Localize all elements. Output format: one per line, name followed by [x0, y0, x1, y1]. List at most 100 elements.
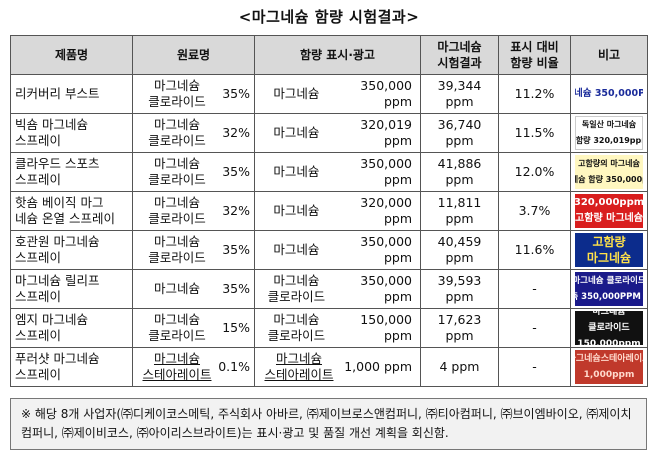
labeled-cell: 마그네슘 클로라이드 350,000 ppm	[254, 269, 421, 309]
product-name: 빅숌 마그네슘 스프레이	[10, 113, 133, 153]
note-cell: 마그네슘 350,000PPM	[570, 74, 648, 114]
test-result: 41,886 ppm	[420, 152, 499, 192]
labeled-ppm: 350,000 ppm	[360, 78, 412, 109]
ingredient-cell: 마그네슘 스테아레이트 0.1%	[132, 347, 255, 387]
ingredient-percent: 35%	[222, 164, 250, 179]
ingredient-cell: 마그네슘 클로라이드 35%	[132, 230, 255, 270]
labeled-name: 마그네슘	[273, 86, 320, 101]
ingredient-name: 마그네슘 클로라이드	[148, 117, 206, 148]
ingredient-percent: 15%	[222, 320, 250, 335]
results-table: 제품명 원료명 함량 표시·광고 마그네슘 시험결과 표시 대비 함량 비율 비고 …	[10, 35, 648, 387]
content-ratio: 11.5%	[498, 113, 571, 153]
test-result: 39,344 ppm	[420, 74, 499, 114]
product-name: 호관원 마그네슘 스프레이	[10, 230, 133, 270]
ad-text: 고함량	[592, 235, 626, 249]
product-ad-image: 320,000ppm 고함량 마그네슘	[575, 194, 643, 228]
ingredient-cell: 마그네슘 클로라이드 32%	[132, 191, 255, 231]
product-name: 리커버리 부스트	[10, 74, 133, 114]
content-ratio: -	[498, 308, 571, 348]
ad-text: 독일산 마그네슘	[581, 120, 637, 129]
header-product: 제품명	[10, 35, 133, 75]
ingredient-name: 마그네슘 클로라이드	[148, 234, 206, 265]
labeled-name: 마그네슘	[273, 164, 320, 179]
labeled-ppm: 150,000 ppm	[360, 312, 412, 343]
labeled-name: 마그네슘	[273, 203, 320, 218]
ad-text: 1,000ppm	[583, 370, 635, 380]
table-row: 빅숌 마그네슘 스프레이 마그네슘 클로라이드 32% 마그네슘 320,019 ppm 36…	[10, 113, 648, 153]
ad-text: 마그네슘	[592, 311, 626, 317]
ingredient-name: 마그네슘	[153, 281, 200, 296]
content-ratio: 12.0%	[498, 152, 571, 192]
ingredient-percent: 35%	[222, 242, 250, 257]
labeled-cell: 마그네슘 스테아레이트 1,000 ppm	[254, 347, 421, 387]
ingredient-name: 마그네슘 클로라이드	[148, 78, 206, 109]
header-ratio: 표시 대비 함량 비율	[498, 35, 571, 75]
labeled-ppm: 1,000 ppm	[344, 359, 412, 374]
table-row: 리커버리 부스트 마그네슘 클로라이드 35% 마그네슘 350,000 ppm 39,34…	[10, 74, 648, 114]
ingredient-cell: 마그네슘 35%	[132, 269, 255, 309]
table-row: 호관원 마그네슘 스프레이 마그네슘 클로라이드 35% 마그네슘 350,000 ppm 4…	[10, 230, 648, 270]
test-result: 11,811 ppm	[420, 191, 499, 231]
table-row: 핫숌 베이직 마그 네슘 온열 스프레이 마그네슘 클로라이드 32% 마그네슘 320,0…	[10, 191, 648, 231]
product-name: 푸러샷 마그네슘 스프레이	[10, 347, 133, 387]
test-result: 4 ppm	[420, 347, 499, 387]
ingredient-name: 마그네슘 클로라이드	[148, 312, 206, 343]
header-note: 비고	[570, 35, 648, 75]
ad-text: 고농축 350,000PPM 함유!	[575, 292, 643, 302]
labeled-ppm: 320,000 ppm	[360, 195, 412, 226]
labeled-cell: 마그네슘 클로라이드 150,000 ppm	[254, 308, 421, 348]
ad-text: 마그네슘 함량 350,000ppm	[575, 175, 643, 184]
ingredient-name: 마그네슘 클로라이드	[148, 195, 206, 226]
labeled-name: 마그네슘 클로라이드	[267, 273, 326, 304]
note-cell: 마그네슘 클로라이드고농축 350,000PPM 함유!	[570, 269, 648, 309]
product-name: 클라우드 스포츠 스프레이	[10, 152, 133, 192]
ad-text: 마그네슘 350,000PPM	[575, 88, 643, 99]
content-ratio: 11.2%	[498, 74, 571, 114]
product-ad-image: 마그네슘 클로라이드고농축 350,000PPM 함유!	[575, 272, 643, 306]
product-ad-image: 고함량 마그네슘	[575, 233, 643, 267]
ingredient-percent: 0.1%	[218, 359, 250, 374]
note-cell: 마그네슘 클로라이드 150,000ppm	[570, 308, 648, 348]
test-result: 36,740 ppm	[420, 113, 499, 153]
content-ratio: -	[498, 269, 571, 309]
table-row: 클라우드 스포츠 스프레이 마그네슘 클로라이드 35% 마그네슘 350,000 ppm 4…	[10, 152, 648, 192]
ingredient-name: 마그네슘 클로라이드	[148, 156, 206, 187]
product-ad-image: 마그네슘 350,000PPM	[575, 77, 643, 111]
note-cell: 320,000ppm 고함량 마그네슘	[570, 191, 648, 231]
ingredient-percent: 32%	[222, 125, 250, 140]
content-ratio: 3.7%	[498, 191, 571, 231]
ingredient-cell: 마그네슘 클로라이드 35%	[132, 74, 255, 114]
labeled-cell: 마그네슘 350,000 ppm	[254, 230, 421, 270]
ingredient-percent: 35%	[222, 281, 250, 296]
labeled-name: 마그네슘 클로라이드	[267, 312, 326, 343]
product-name: 엠지 마그네슘 스프레이	[10, 308, 133, 348]
ingredient-percent: 35%	[222, 86, 250, 101]
labeled-ppm: 350,000 ppm	[360, 273, 412, 304]
page-title: <마그네슘 함량 시험결과>	[238, 8, 420, 26]
header-labeled: 함량 표시·광고	[254, 35, 421, 75]
content-ratio: 11.6%	[498, 230, 571, 270]
ad-text: 150,000ppm	[577, 339, 641, 345]
test-result: 17,623 ppm	[420, 308, 499, 348]
labeled-ppm: 350,000 ppm	[360, 234, 412, 265]
table-row: 엠지 마그네슘 스프레이 마그네슘 클로라이드 15% 마그네슘 클로라이드 150,000 …	[10, 308, 648, 348]
labeled-ppm: 350,000 ppm	[360, 156, 412, 187]
header-row: 제품명 원료명 함량 표시·광고 마그네슘 시험결과 표시 대비 함량 비율 비고	[10, 35, 648, 75]
footnote: ※ 해당 8개 사업자(㈜디케이코스메틱, 주식회사 아바르, ㈜제이브로스앤컴…	[10, 398, 647, 450]
test-result: 39,593 ppm	[420, 269, 499, 309]
table-row: 푸러샷 마그네슘 스프레이 마그네슘 스테아레이트 0.1% 마그네슘 스테아레이트 1,00…	[10, 347, 648, 387]
ad-text: 마그네슘 클로라이드	[575, 276, 643, 286]
content-ratio: -	[498, 347, 571, 387]
ingredient-cell: 마그네슘 클로라이드 15%	[132, 308, 255, 348]
ad-text: 고함량 마그네슘	[575, 213, 643, 224]
table-row: 마그네슘 릴리프 스프레이 마그네슘 35% 마그네슘 클로라이드 350,000 ppm 3…	[10, 269, 648, 309]
labeled-ppm: 320,019 ppm	[360, 117, 412, 148]
